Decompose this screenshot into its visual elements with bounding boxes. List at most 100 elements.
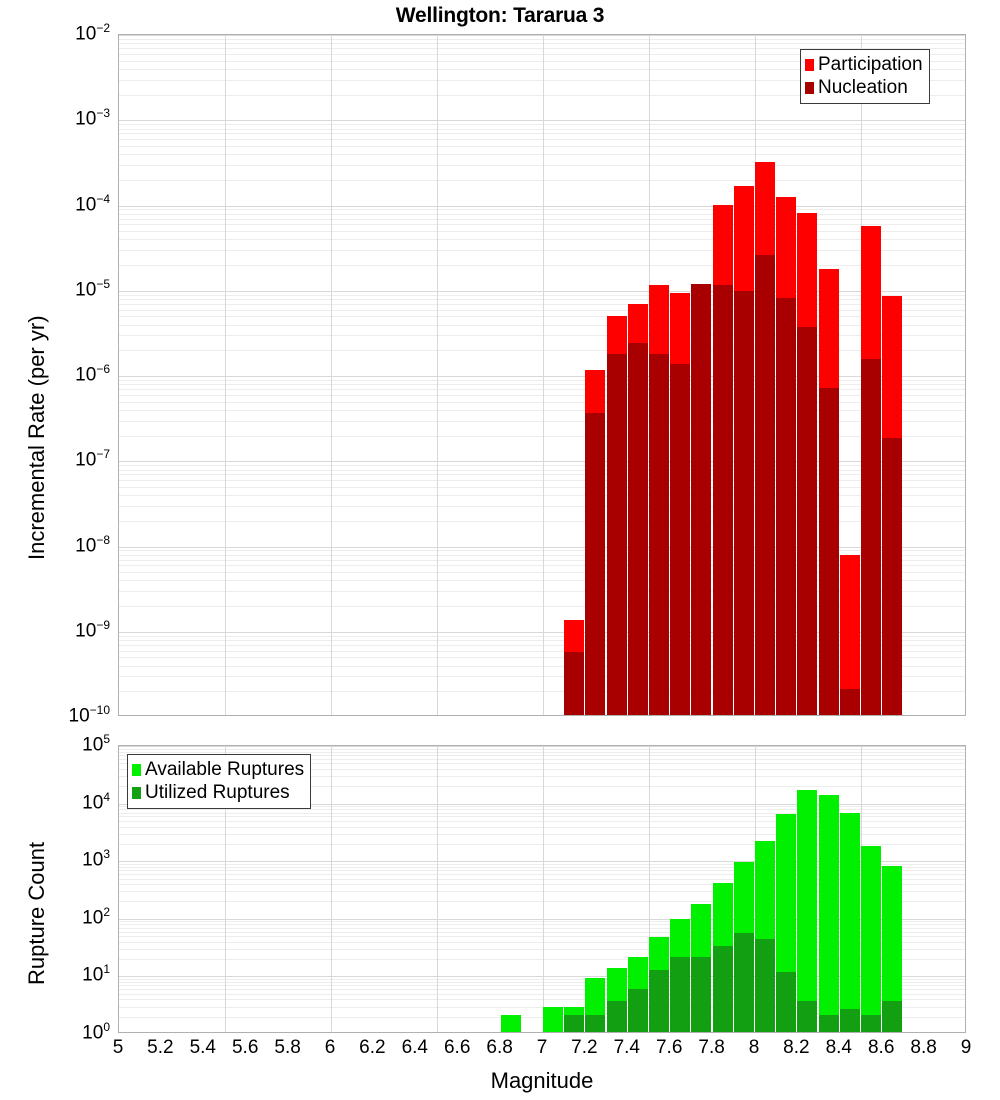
bar-nucleation: [839, 1009, 860, 1032]
bar-nucleation: [585, 1014, 606, 1032]
bar-nucleation: [670, 364, 691, 715]
gridline-minor: [119, 43, 965, 44]
gridline-minor: [119, 870, 965, 871]
gridline-minor: [119, 874, 965, 875]
y-axis-tick-label: 10−2: [75, 21, 110, 45]
y-axis-tick-label: 10−9: [75, 617, 110, 642]
bar-nucleation: [691, 957, 712, 1032]
bar-group: [564, 746, 585, 1032]
gridline-minor: [119, 949, 965, 950]
gridline-minor: [119, 879, 965, 880]
gridline-minor: [119, 884, 965, 885]
gridline-minor: [119, 495, 965, 496]
bar-group: [839, 35, 860, 715]
gridline-minor: [119, 129, 965, 130]
x-axis-tick-label: 6.4: [401, 1037, 428, 1058]
gridline-minor: [119, 250, 965, 251]
y-axis-label-top: Incremental Rate (per yr): [24, 315, 49, 560]
gridline-minor: [119, 487, 965, 488]
gridline-minor: [119, 124, 965, 125]
x-axis-tick-label: 7.6: [655, 1037, 683, 1058]
gridline-minor: [119, 691, 965, 692]
gridline-minor: [119, 755, 965, 756]
gridline-minor: [119, 325, 965, 326]
x-axis-tick-label: 6: [324, 1037, 336, 1058]
gridline-minor: [119, 932, 965, 933]
gridline-minor: [119, 48, 965, 49]
bar-group: [818, 746, 839, 1032]
gridline-minor: [119, 506, 965, 507]
bar-group: [585, 746, 606, 1032]
bar-participation: [500, 1014, 521, 1032]
legend-swatch-icon: [805, 58, 814, 71]
gridline-minor: [119, 867, 965, 868]
bar-group: [606, 746, 627, 1032]
gridline-minor: [119, 776, 965, 777]
gridline-major: [119, 206, 965, 207]
x-axis-tick-label: 5.2: [147, 1037, 174, 1058]
bar-group: [500, 746, 521, 1032]
gridline-minor: [119, 165, 965, 166]
y-axis-tick-label: 10−5: [75, 276, 110, 301]
bar-nucleation: [585, 412, 606, 715]
gridline-minor: [119, 921, 965, 922]
bar-participation: [882, 866, 903, 1032]
gridline-major: [119, 120, 965, 121]
gridline-minor: [119, 749, 965, 750]
gridline-major: [119, 919, 965, 920]
gridline-minor: [119, 480, 965, 481]
y-axis-tick-label: 10−4: [75, 191, 110, 215]
bar-group: [733, 35, 754, 715]
legend-label: Utilized Ruptures: [145, 782, 290, 803]
y-axis-tick-label: 104: [82, 789, 110, 813]
x-axis-tick-label: 7.4: [613, 1037, 640, 1058]
gridline-minor: [119, 402, 965, 403]
bar-group: [649, 35, 669, 715]
gridline-minor: [119, 436, 965, 437]
gridline-minor: [119, 591, 965, 592]
bar-nucleation: [797, 1000, 818, 1032]
gridline-minor: [119, 465, 965, 466]
x-axis-tick-label: 8.8: [910, 1037, 937, 1058]
gridline-minor: [119, 994, 965, 995]
gridline-minor: [119, 928, 965, 929]
legend-incremental-rate: Participation Nucleation: [800, 49, 930, 104]
x-axis-tick-label: 6.2: [359, 1037, 386, 1058]
bar-nucleation: [606, 1000, 627, 1032]
x-axis-tick-label: 8.4: [825, 1037, 852, 1058]
bar-group: [755, 746, 775, 1032]
x-axis-tick-label: 7: [536, 1037, 548, 1058]
bar-group: [776, 746, 797, 1032]
y-axis-tick-label: 10−7: [75, 447, 110, 471]
gridline-major: [119, 632, 965, 633]
gridline-minor: [119, 666, 965, 667]
y-axis-tick-label: 10−3: [75, 106, 110, 130]
gridline-minor: [119, 982, 965, 983]
bar-nucleation: [564, 651, 585, 715]
gridline-minor: [119, 219, 965, 220]
bar-nucleation: [755, 939, 775, 1032]
y-axis-tick-label: 101: [82, 962, 110, 986]
gridline-minor: [119, 470, 965, 471]
bar-participation: [839, 555, 860, 715]
legend-rupture-count-entry: Utilized Ruptures: [132, 781, 304, 804]
gridline-vertical: [225, 746, 226, 1032]
gridline-minor: [119, 384, 965, 385]
bar-group: [818, 35, 839, 715]
bar-group: [649, 746, 669, 1032]
incremental-rate-plot: [118, 34, 966, 716]
legend-rupture-count-entry: Available Ruptures: [132, 758, 304, 781]
gridline-minor: [119, 133, 965, 134]
bar-group: [797, 746, 818, 1032]
x-axis-tick-label: 5: [112, 1037, 124, 1058]
x-axis-label: Magnitude: [490, 1068, 594, 1093]
bar-group: [585, 35, 606, 715]
y-axis-tick-label: 10−8: [75, 532, 110, 556]
gridline-minor: [119, 816, 965, 817]
bar-group: [882, 746, 903, 1032]
bar-nucleation: [776, 298, 797, 715]
bar-group: [543, 746, 563, 1032]
gridline-minor: [119, 942, 965, 943]
bar-group: [627, 35, 648, 715]
gridline-minor: [119, 39, 965, 40]
